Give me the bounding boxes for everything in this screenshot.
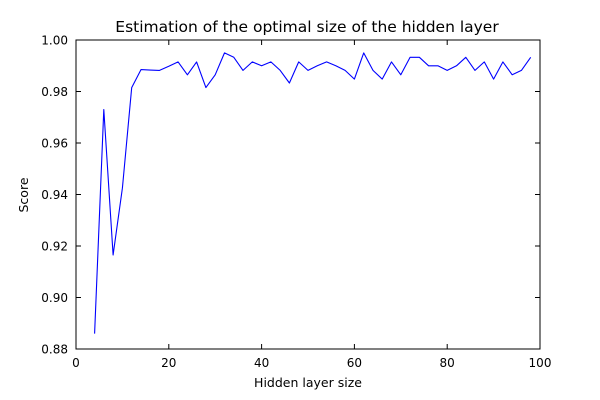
x-tick-label: 100	[529, 356, 552, 370]
plot-area: 0 20 40 60 80 100 0.88 0.90 0.92 0.94 0.96 0.98 1.00	[41, 34, 551, 371]
y-tick-label: 0.92	[41, 240, 68, 254]
y-tick-label: 0.88	[41, 343, 68, 357]
x-tick-label: 20	[161, 356, 176, 370]
axes-frame	[75, 39, 541, 350]
x-tick-label: 0	[72, 356, 80, 370]
y-tick-label: 1.00	[41, 34, 68, 48]
x-tick-label: 60	[347, 356, 362, 370]
series-line	[94, 52, 532, 334]
y-tick-label: 0.98	[41, 85, 68, 99]
y-axis-label: Score	[16, 177, 31, 212]
y-tick-label: 0.94	[41, 188, 68, 202]
y-tick-label: 0.96	[41, 137, 68, 151]
y-tick-label: 0.90	[41, 291, 68, 305]
x-tick-label: 40	[254, 356, 269, 370]
x-axis-label: Hidden layer size	[254, 375, 362, 390]
chart-title: Estimation of the optimal size of the hi…	[115, 18, 499, 36]
x-tick-label: 80	[440, 356, 455, 370]
